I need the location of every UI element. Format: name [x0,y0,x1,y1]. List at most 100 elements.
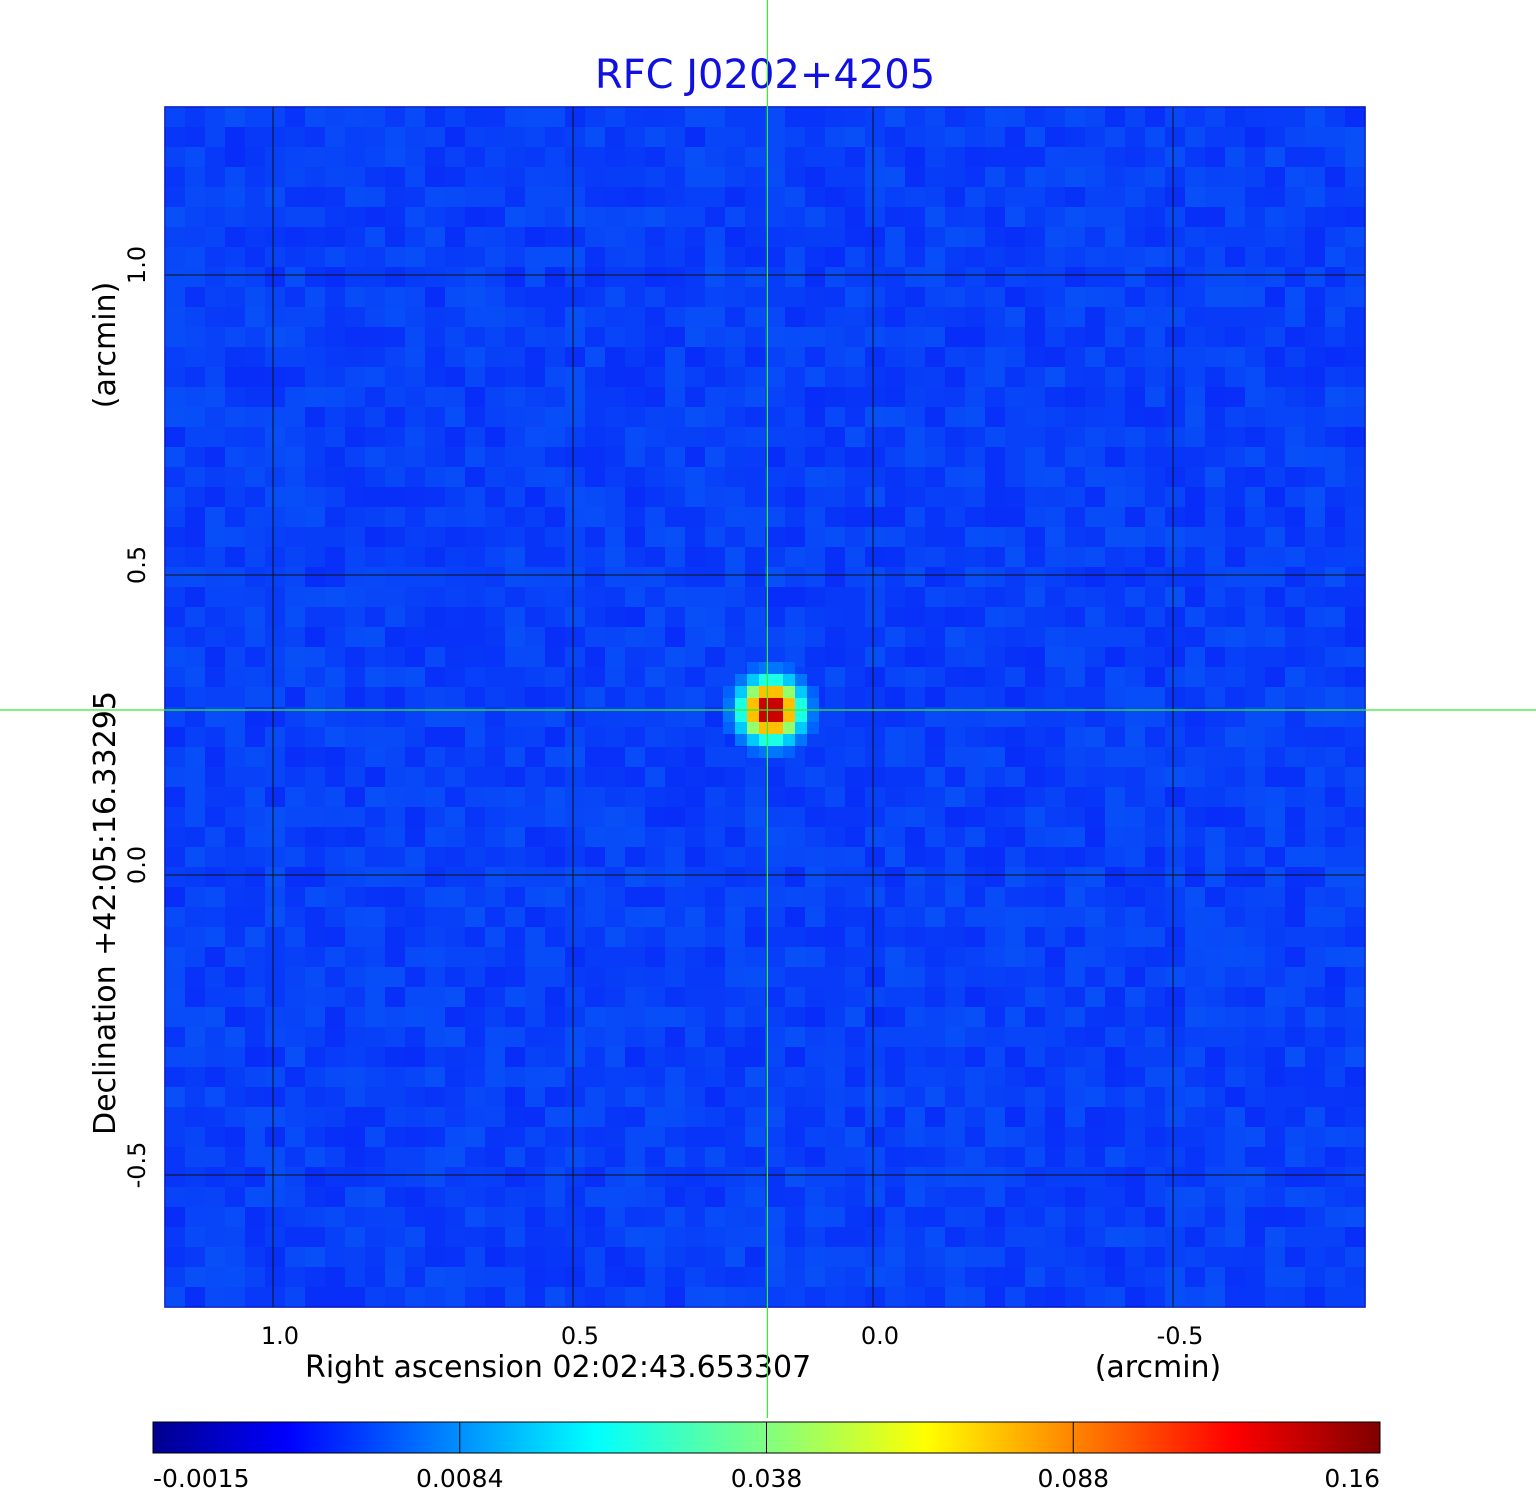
noise-cell [465,127,485,147]
noise-cell [505,1087,525,1107]
noise-cell [205,647,225,667]
noise-cell [1085,227,1105,247]
noise-cell [1045,267,1065,287]
noise-cell [985,867,1005,887]
x-axis-label: Right ascension 02:02:43.653307 [305,1350,811,1385]
noise-cell [885,927,905,947]
noise-cell [565,587,585,607]
noise-cell [665,847,685,867]
noise-cell [945,467,965,487]
noise-cell [225,967,245,987]
noise-cell [1005,1007,1025,1027]
noise-cell [345,867,365,887]
noise-cell [1265,427,1285,447]
noise-cell [1025,367,1045,387]
noise-cell [385,567,405,587]
noise-cell [865,767,885,787]
noise-cell [445,1007,465,1027]
noise-cell [285,1227,305,1247]
noise-cell [245,947,265,967]
noise-cell [325,1287,345,1307]
noise-cell [1025,1087,1045,1107]
noise-cell [485,867,505,887]
noise-cell [1225,327,1245,347]
noise-cell [285,747,305,767]
noise-cell [165,1267,185,1287]
noise-cell [1025,247,1045,267]
noise-cell [305,187,325,207]
noise-cell [305,347,325,367]
noise-cell [1025,587,1045,607]
noise-cell [645,1067,665,1087]
noise-cell [465,607,485,627]
noise-cell [505,547,525,567]
noise-cell [685,1247,705,1267]
noise-cell [465,1207,485,1227]
noise-cell [485,507,505,527]
noise-cell [245,867,265,887]
noise-cell [205,607,225,627]
noise-cell [565,507,585,527]
noise-cell [525,947,545,967]
noise-cell [1205,1047,1225,1067]
noise-cell [705,807,725,827]
noise-cell [1025,1047,1045,1067]
noise-cell [265,707,285,727]
noise-cell [1245,987,1265,1007]
noise-cell [885,1267,905,1287]
noise-cell [205,587,225,607]
noise-cell [325,1147,345,1167]
noise-cell [585,467,605,487]
noise-cell [985,507,1005,527]
noise-cell [365,307,385,327]
noise-cell [505,1027,525,1047]
noise-cell [365,487,385,507]
noise-cell [1045,607,1065,627]
noise-cell [205,1027,225,1047]
noise-cell [225,127,245,147]
noise-cell [865,347,885,367]
noise-cell [1005,387,1025,407]
noise-cell [825,447,845,467]
noise-cell [725,847,745,867]
noise-cell [725,307,745,327]
noise-cell [705,687,725,707]
noise-cell [725,367,745,387]
noise-cell [985,1007,1005,1027]
noise-cell [1185,947,1205,967]
noise-cell [925,1147,945,1167]
noise-cell [665,227,685,247]
noise-cell [305,1227,325,1247]
noise-cell [605,1127,625,1147]
noise-cell [1305,1127,1325,1147]
noise-cell [165,727,185,747]
noise-cell [1345,867,1365,887]
noise-cell [1305,527,1325,547]
noise-cell [1185,1227,1205,1247]
noise-cell [365,847,385,867]
noise-cell [1145,847,1165,867]
noise-cell [565,187,585,207]
noise-cell [385,827,405,847]
noise-cell [485,1207,505,1227]
noise-cell [265,407,285,427]
noise-cell [365,427,385,447]
noise-cell [1165,907,1185,927]
noise-cell [1085,667,1105,687]
source-pixel [735,722,747,734]
noise-cell [1065,327,1085,347]
noise-cell [985,107,1005,127]
noise-cell [645,827,665,847]
noise-cell [305,987,325,1007]
noise-cell [945,847,965,867]
noise-cell [1145,567,1165,587]
source-pixel [795,686,807,698]
noise-cell [1205,927,1225,947]
noise-cell [285,927,305,947]
noise-cell [825,147,845,167]
noise-cell [705,467,725,487]
noise-cell [865,647,885,667]
noise-cell [325,327,345,347]
noise-cell [585,427,605,447]
noise-cell [685,707,705,727]
